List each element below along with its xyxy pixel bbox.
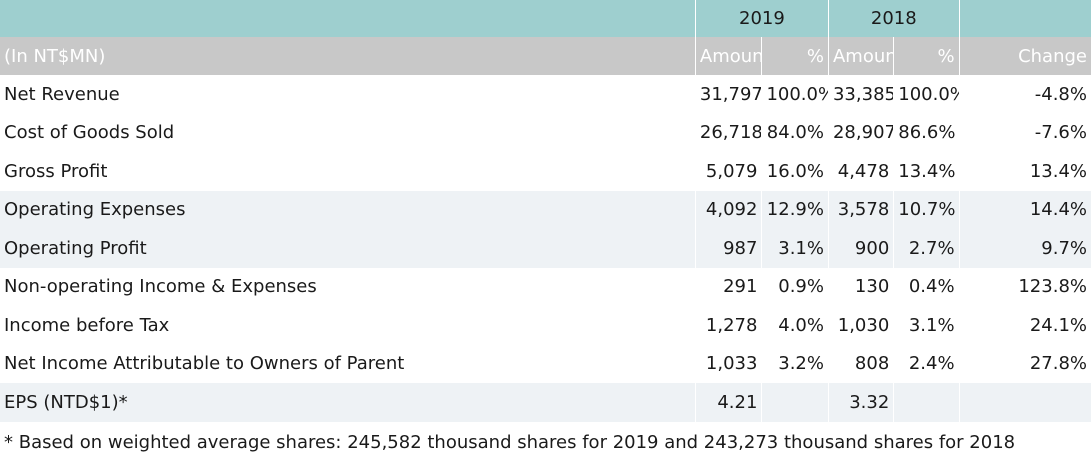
pct-2018: 10.7% <box>893 190 960 229</box>
row-label: Net Income Attributable to Owners of Par… <box>4 353 405 375</box>
table-row: EPS (NTD$1)* 4.21 3.32 <box>0 383 1091 422</box>
pct-2018: 0.4% <box>893 267 960 306</box>
pct-2018-header: % <box>893 37 960 75</box>
year-header-row: 2019 2018 <box>0 0 1091 37</box>
pct-2019: 3.1% <box>761 229 829 268</box>
change-value: 13.4% <box>958 152 1091 191</box>
change-value: 14.4% <box>958 190 1091 229</box>
amount-2019: 987 <box>694 229 762 268</box>
amount-2018: 808 <box>827 344 894 383</box>
footnote: * Based on weighted average shares: 245,… <box>4 431 1016 453</box>
pct-2019: 12.9% <box>761 190 829 229</box>
pct-2019: 0.9% <box>761 267 829 306</box>
amount-2019: 1,278 <box>694 306 762 345</box>
pct-2018: 2.4% <box>893 344 960 383</box>
row-label: Cost of Goods Sold <box>4 122 175 144</box>
table-row: Net Income Attributable to Owners of Par… <box>0 344 1091 383</box>
amount-2018: 33,385 <box>827 75 894 114</box>
amount-2019: 4.21 <box>694 383 762 422</box>
year-2018-header: 2018 <box>827 0 960 37</box>
pct-2018: 100.0% <box>893 75 960 114</box>
pct-2019: 3.2% <box>761 344 829 383</box>
table-row: Non-operating Income & Expenses 291 0.9%… <box>0 267 1091 306</box>
change-value <box>958 383 1091 422</box>
change-value: 27.8% <box>958 344 1091 383</box>
row-label: Operating Expenses <box>0 190 696 229</box>
amount-2018-header: Amount <box>827 37 894 75</box>
pct-2019: 16.0% <box>761 152 829 191</box>
pct-2018: 13.4% <box>893 152 960 191</box>
unit-header: (In NT$MN) <box>0 37 696 75</box>
table-row: Net Revenue 31,797 100.0% 33,385 100.0% … <box>0 75 1091 114</box>
row-label: Gross Profit <box>4 160 108 182</box>
amount-2019: 31,797 <box>694 75 762 114</box>
change-value: 123.8% <box>958 267 1091 306</box>
pct-2018 <box>893 383 960 422</box>
change-header: Change <box>958 37 1091 75</box>
pct-2019 <box>761 383 829 422</box>
amount-2019: 291 <box>694 267 762 306</box>
pct-2019: 84.0% <box>761 113 829 152</box>
amount-2018: 4,478 <box>827 152 894 191</box>
pct-2019-header: % <box>761 37 829 75</box>
amount-2018: 3.32 <box>827 383 894 422</box>
pct-2018: 3.1% <box>893 306 960 345</box>
income-statement-table: 2019 2018 (In NT$MN) Amount % Amount % C… <box>0 0 1091 422</box>
pct-2018: 2.7% <box>893 229 960 268</box>
column-header-row: (In NT$MN) Amount % Amount % Change <box>0 37 1091 75</box>
pct-2019: 4.0% <box>761 306 829 345</box>
table-row: Operating Expenses 4,092 12.9% 3,578 10.… <box>0 190 1091 229</box>
amount-2019-header: Amount <box>694 37 762 75</box>
table-row: Cost of Goods Sold 26,718 84.0% 28,907 8… <box>0 113 1091 152</box>
row-label: Operating Profit <box>0 229 696 268</box>
amount-2019: 26,718 <box>694 113 762 152</box>
change-value: -4.8% <box>958 75 1091 114</box>
amount-2019: 4,092 <box>694 190 762 229</box>
amount-2018: 1,030 <box>827 306 894 345</box>
change-value: 24.1% <box>958 306 1091 345</box>
table-row: Income before Tax 1,278 4.0% 1,030 3.1% … <box>0 306 1091 345</box>
row-label: Net Revenue <box>4 83 120 105</box>
row-label: Non-operating Income & Expenses <box>4 276 317 298</box>
change-value: -7.6% <box>958 113 1091 152</box>
amount-2018: 28,907 <box>827 113 894 152</box>
pct-2018: 86.6% <box>893 113 960 152</box>
amount-2019: 1,033 <box>694 344 762 383</box>
year-2019-header: 2019 <box>694 0 829 37</box>
amount-2019: 5,079 <box>694 152 762 191</box>
row-label: Income before Tax <box>4 314 170 336</box>
amount-2018: 3,578 <box>827 190 894 229</box>
amount-2018: 900 <box>827 229 894 268</box>
amount-2018: 130 <box>827 267 894 306</box>
year-header-blank <box>0 0 696 37</box>
year-header-change-blank <box>958 0 1091 37</box>
row-label: EPS (NTD$1)* <box>0 383 696 422</box>
table-row: Operating Profit 987 3.1% 900 2.7% 9.7% <box>0 229 1091 268</box>
table-row: Gross Profit 5,079 16.0% 4,478 13.4% 13.… <box>0 152 1091 191</box>
pct-2019: 100.0% <box>761 75 829 114</box>
change-value: 9.7% <box>958 229 1091 268</box>
